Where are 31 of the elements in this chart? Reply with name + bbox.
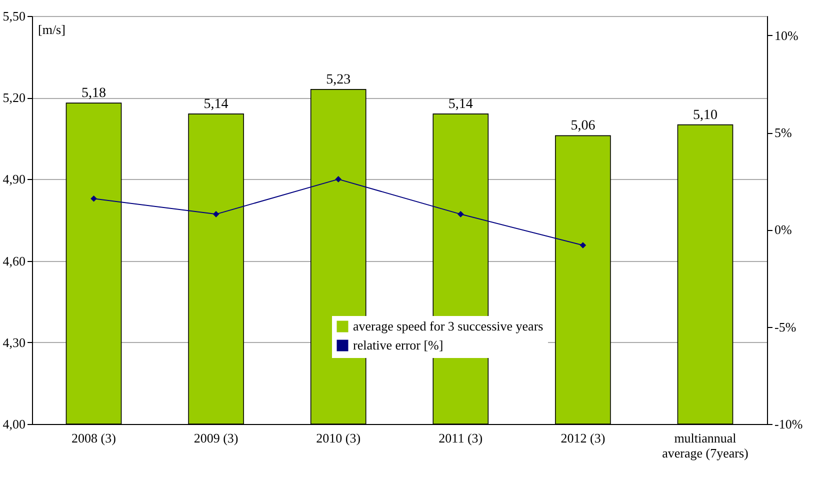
x-tick-label: 2012 (3) xyxy=(560,430,606,446)
y-tick-label: 4,60 xyxy=(2,253,26,268)
data-label: 5,14 xyxy=(204,96,228,112)
y2-tick-label: -10% xyxy=(774,416,803,432)
point xyxy=(335,176,342,182)
point xyxy=(457,211,464,218)
data-label: 5,23 xyxy=(326,72,351,88)
point xyxy=(90,195,97,202)
y-tick-label: 5,50 xyxy=(2,8,26,24)
data-label: 5,18 xyxy=(82,86,106,102)
point xyxy=(580,242,586,248)
point xyxy=(212,211,220,218)
legend-label: average speed for 3 successive years xyxy=(353,318,544,334)
y2-tick-label: 5% xyxy=(774,125,792,140)
y2-tick-label: -5% xyxy=(774,319,796,334)
x-tick-label: 2008 (3) xyxy=(72,430,116,446)
x-tick-label: multiannual average (7years) xyxy=(662,430,748,460)
legend-label: relative error [%] xyxy=(353,338,444,352)
y2-tick-label: 10% xyxy=(774,28,798,43)
x-tick-label: 2009 (3) xyxy=(194,430,238,446)
data-label: 5,06 xyxy=(570,118,596,134)
y-axis-title: [m/s] xyxy=(38,22,66,37)
data-label: 5,14 xyxy=(448,96,473,112)
y-tick-label: 4,00 xyxy=(2,416,26,432)
y2-tick-label: 0% xyxy=(774,222,792,238)
y-tick-label: 4,30 xyxy=(2,334,26,350)
data-label: 5,10 xyxy=(692,108,718,123)
y-tick-label: 5,20 xyxy=(2,90,26,106)
x-tick-label: 2010 (3) xyxy=(316,430,361,446)
x-tick-label: 2011 (3) xyxy=(438,430,483,446)
y-tick-label: 4,90 xyxy=(2,172,26,187)
